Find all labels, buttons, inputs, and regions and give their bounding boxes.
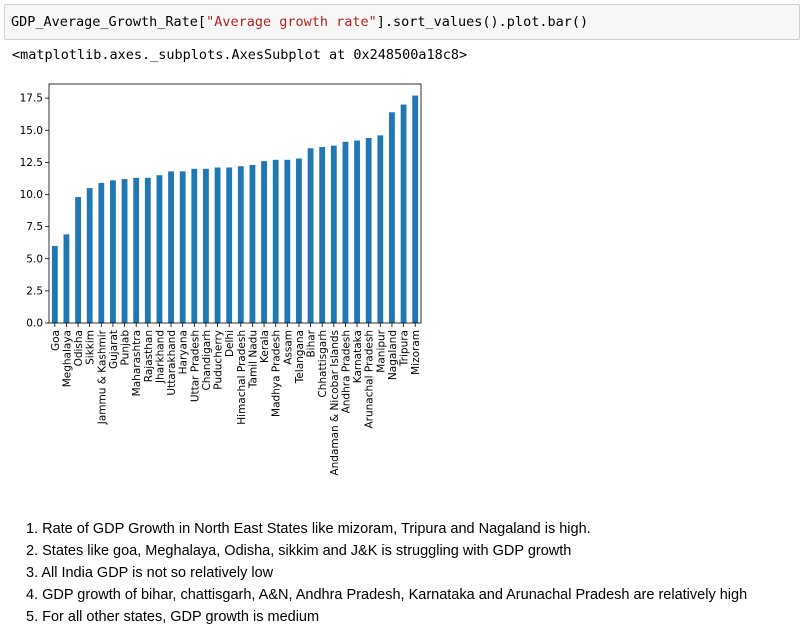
- chart-bar: [179, 171, 186, 323]
- x-tick-label: Puducherry: [213, 330, 225, 390]
- x-tick-label: Meghalaya: [61, 330, 73, 387]
- observation-item: 3. All India GDP is not so relatively lo…: [26, 565, 274, 581]
- chart-bar: [203, 168, 209, 323]
- chart-bar: [237, 166, 244, 323]
- chart-bar: [214, 167, 221, 323]
- code-string-literal: "Average growth rate": [206, 14, 377, 30]
- x-tick-label: Chandigarh: [201, 330, 213, 391]
- x-tick-label: Uttar Pradesh: [189, 330, 201, 402]
- y-tick-label: 5.0: [26, 253, 43, 265]
- x-tick-label: Mizoram: [410, 330, 422, 375]
- observation-item: 2. States like goa, Meghalaya, Odisha, s…: [26, 543, 572, 559]
- chart-bar: [400, 104, 407, 323]
- chart-bar: [168, 171, 174, 323]
- chart-bar: [121, 179, 128, 323]
- x-tick-label: Jharkhand: [154, 330, 166, 384]
- y-tick-label: 17.5: [20, 93, 43, 105]
- x-tick-label: Uttarakhand: [166, 330, 178, 396]
- x-tick-label: Odisha: [73, 330, 85, 366]
- x-tick-label: Madhya Pradesh: [271, 330, 283, 417]
- y-tick-label: 10.0: [20, 189, 43, 201]
- plot-frame: [48, 83, 422, 324]
- chart-bar: [330, 145, 337, 323]
- x-tick-label: Gujarat: [108, 330, 120, 369]
- x-tick-label: Andaman & Nicobar Islands: [329, 330, 341, 476]
- observation-item: 1. Rate of GDP Growth in North East Stat…: [26, 521, 591, 537]
- x-tick-label: Himachal Pradesh: [236, 330, 248, 425]
- chart-bar: [389, 112, 395, 323]
- chart-bar: [144, 177, 151, 323]
- y-tick-label: 15.0: [20, 125, 43, 137]
- chart-bar: [249, 164, 256, 323]
- x-tick-label: Andhra Pradesh: [340, 330, 352, 413]
- chart-bar: [319, 146, 326, 323]
- x-tick-label: Chhattisgarh: [317, 330, 329, 398]
- x-tick-label: Maharashtra: [131, 330, 143, 396]
- x-tick-label: Manipur: [375, 329, 387, 372]
- x-tick-label: Sikkim: [85, 330, 97, 365]
- chart-bar: [272, 159, 279, 323]
- chart-bar: [342, 141, 349, 323]
- x-tick-label: Karnataka: [352, 330, 364, 383]
- chart-bar: [365, 137, 372, 323]
- x-tick-label: Tripura: [399, 330, 411, 367]
- x-tick-label: Haryana: [178, 330, 190, 374]
- chart-bar: [156, 175, 163, 323]
- x-tick-label: Telangana: [294, 330, 306, 384]
- chart-bar: [226, 167, 233, 323]
- chart-bar: [412, 95, 419, 323]
- x-tick-label: Kerala: [259, 330, 271, 363]
- chart-bar: [110, 180, 116, 323]
- chart-bar: [75, 197, 81, 323]
- chart-bar: [191, 168, 198, 323]
- chart-bar: [51, 245, 58, 323]
- x-tick-label: Nagaland: [387, 330, 399, 380]
- chart-bar: [261, 161, 267, 323]
- y-tick-label: 7.5: [26, 221, 43, 233]
- chart-bar: [354, 140, 360, 323]
- x-tick-label: Assam: [282, 330, 294, 365]
- observation-item: 4. GDP growth of bihar, chattisgarh, A&N…: [26, 587, 748, 603]
- x-tick-label: Rajasthan: [143, 330, 155, 382]
- chart-bar: [307, 148, 314, 323]
- code-suffix: ].sort_values().plot.bar(): [376, 14, 589, 30]
- chart-bar: [284, 159, 291, 323]
- chart-bar: [86, 188, 93, 323]
- chart-bar: [98, 182, 105, 323]
- x-tick-label: Tamil Nadu: [247, 330, 259, 389]
- y-tick-label: 2.5: [26, 285, 43, 297]
- x-tick-label: Bihar: [306, 329, 318, 357]
- chart-bar: [296, 158, 302, 323]
- y-tick-label: 0.0: [26, 318, 43, 330]
- output-repr-text: <matplotlib.axes._subplots.AxesSubplot a…: [12, 47, 468, 63]
- chart-bar: [133, 177, 140, 323]
- x-tick-label: Delhi: [224, 330, 236, 357]
- code-cell[interactable]: GDP_Average_Growth_Rate["Average growth …: [4, 4, 800, 40]
- code-prefix: GDP_Average_Growth_Rate[: [11, 14, 207, 30]
- y-tick-label: 12.5: [20, 157, 43, 169]
- chart-bar: [377, 135, 384, 323]
- bar-chart: Goa Meghalaya Odisha Sikkim Jammu & Kashmir G…: [20, 83, 422, 476]
- observation-item: 5. For all other states, GDP growth is m…: [26, 609, 320, 625]
- observations-list: 1. Rate of GDP Growth in North East Stat…: [26, 518, 747, 628]
- x-tick-label: Jammu & Kashmir: [96, 329, 108, 425]
- chart-bar: [63, 234, 70, 323]
- x-tick-label: Goa: [50, 330, 62, 351]
- x-tick-label: Punjab: [120, 330, 132, 366]
- x-tick-label: Arunachal Pradesh: [364, 330, 376, 429]
